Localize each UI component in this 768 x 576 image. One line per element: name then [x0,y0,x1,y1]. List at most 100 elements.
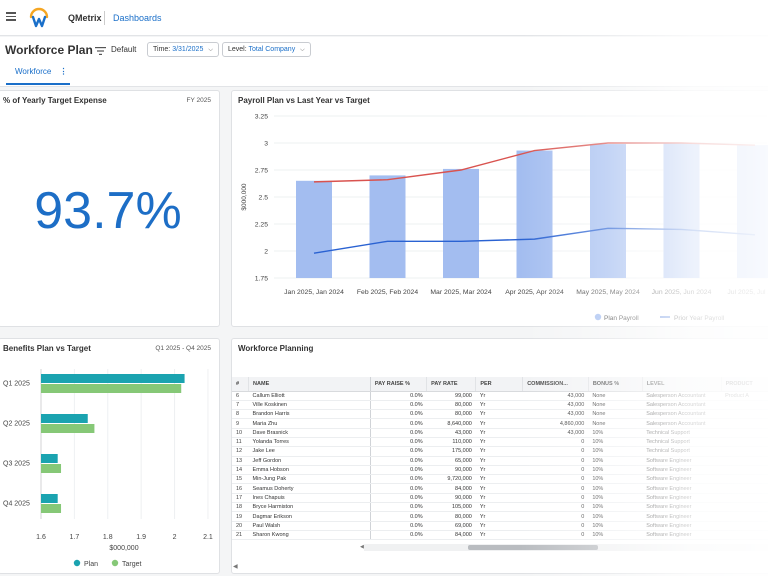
cell-pay-raise[interactable]: 0.0% [370,437,427,448]
cell-level[interactable]: Software Engineer [642,502,722,513]
cell-pay-rate[interactable]: 90,000 [426,465,476,476]
col-pay-raise-header[interactable]: PAY RAISE % [370,377,428,392]
cell-product[interactable] [721,502,768,513]
cell-bonus[interactable]: 10% [588,511,643,522]
cell-bonus[interactable]: None [588,409,643,420]
col-index-header[interactable]: # [232,377,250,392]
cell-pay-raise[interactable]: 0.0% [370,446,427,457]
cell-name[interactable]: Paul Walsh [248,521,371,531]
cell-per[interactable]: Yr [475,400,523,411]
cell-bonus[interactable]: 10% [588,521,643,531]
cell-index[interactable]: 16 [232,483,249,494]
menu-icon[interactable] [6,12,16,21]
cell-name[interactable]: Ville Koskinen [248,400,371,411]
cell-index[interactable]: 8 [232,409,249,420]
time-filter[interactable]: Time: 3/31/2025 ⌵ [147,42,219,57]
cell-product[interactable] [721,456,768,466]
table-row[interactable]: 20 Paul Walsh 0.0% 69,000 Yr 0 10% Software Eng… [232,521,768,531]
cell-level[interactable]: Salesperson Accountant [642,418,722,429]
cell-pay-raise[interactable]: 0.0% [370,502,427,513]
table-row[interactable]: 21 Sharon Kwong 0.0% 84,000 Yr 0 10% Software E… [232,530,768,541]
col-bonus-header[interactable]: BONUS % [588,377,643,392]
table-row[interactable]: 15 Min-Jung Pak 0.0% 9,720,000 Yr 0 10% Softwar… [232,474,768,485]
table-row[interactable]: 12 Jake Lee 0.0% 175,000 Yr 0 10% Technical Sup… [232,446,768,457]
cell-commission[interactable]: 0 [522,446,589,457]
cell-product[interactable] [721,474,768,485]
cell-per[interactable]: Yr [475,474,523,485]
table-row[interactable]: 16 Seamus Doherty 0.0% 84,000 Yr 0 10% Software… [232,483,768,494]
cell-commission[interactable]: 0 [522,483,589,494]
cell-commission[interactable]: 43,000 [522,428,589,439]
cell-index[interactable]: 6 [232,391,249,401]
cell-level[interactable]: Salesperson Accountant [642,400,722,411]
cell-bonus[interactable]: 10% [588,446,643,457]
table-row[interactable]: 18 Bryce Harmiston 0.0% 105,000 Yr 0 10% Softwa… [232,502,768,513]
cell-product[interactable] [721,465,768,476]
cell-product[interactable] [721,437,768,448]
cell-commission[interactable]: 0 [522,502,589,513]
cell-per[interactable]: Yr [475,437,523,448]
cell-commission[interactable]: 0 [522,521,589,531]
cell-pay-rate[interactable]: 84,000 [426,483,476,494]
table-row[interactable]: 19 Dagmar Erikson 0.0% 80,000 Yr 0 10% Software… [232,511,768,522]
cell-per[interactable]: Yr [475,446,523,457]
cell-index[interactable]: 18 [232,502,249,513]
cell-pay-rate[interactable]: 84,000 [426,530,476,541]
cell-bonus[interactable]: 10% [588,465,643,476]
cell-pay-rate[interactable]: 80,000 [426,409,476,420]
col-pay-rate-header[interactable]: PAY RATE [426,377,477,392]
cell-bonus[interactable]: 10% [588,428,643,439]
cell-index[interactable]: 10 [232,428,249,439]
cell-pay-rate[interactable]: 105,000 [426,502,476,513]
col-name-header[interactable]: NAME [248,377,371,392]
cell-product[interactable] [721,400,768,411]
dashboards-link[interactable]: Dashboards [113,13,162,23]
cell-level[interactable]: Software Engineer [642,511,722,522]
cell-index[interactable]: 9 [232,418,249,429]
cell-level[interactable]: Software Engineer [642,483,722,494]
filter-lines-icon[interactable] [95,46,106,56]
cell-pay-rate[interactable]: 8,640,000 [426,418,476,429]
cell-per[interactable]: Yr [475,465,523,476]
cell-name[interactable]: Jeff Gordon [248,456,371,466]
cell-product[interactable] [721,418,768,429]
cell-name[interactable]: Jake Lee [248,446,371,457]
horizontal-scrollbar[interactable] [364,544,768,551]
cell-level[interactable]: Software Engineer [642,474,722,485]
cell-index[interactable]: 15 [232,474,249,485]
cell-commission[interactable]: 0 [522,530,589,541]
cell-pay-raise[interactable]: 0.0% [370,483,427,494]
cell-product[interactable] [721,511,768,522]
cell-commission[interactable]: 43,000 [522,400,589,411]
cell-name[interactable]: Brandon Harris [248,409,371,420]
table-row[interactable]: 9 Maria Zhu 0.0% 8,640,000 Yr 4,860,000 None Sa… [232,418,768,429]
cell-pay-rate[interactable]: 80,000 [426,511,476,522]
col-level-header[interactable]: LEVEL [642,377,722,392]
cell-commission[interactable]: 4,860,000 [522,418,589,429]
cell-level[interactable]: Software Engineer [642,521,722,531]
cell-name[interactable]: Dave Brasnick [248,428,371,439]
cell-pay-raise[interactable]: 0.0% [370,456,427,466]
cell-bonus[interactable]: None [588,400,643,411]
cell-pay-raise[interactable]: 0.0% [370,521,427,531]
cell-name[interactable]: Dagmar Erikson [248,511,371,522]
cell-level[interactable]: Software Engineer [642,456,722,466]
cell-product[interactable] [721,530,768,541]
cell-bonus[interactable]: 10% [588,456,643,466]
cell-per[interactable]: Yr [475,391,523,401]
cell-pay-rate[interactable]: 43,000 [426,428,476,439]
cell-index[interactable]: 14 [232,465,249,476]
cell-product[interactable]: Product A [721,391,768,401]
cell-bonus[interactable]: 10% [588,437,643,448]
cell-per[interactable]: Yr [475,483,523,494]
table-row[interactable]: 11 Yolanda Torres 0.0% 110,000 Yr 0 10% Technic… [232,437,768,448]
cell-per[interactable]: Yr [475,521,523,531]
scrollbar-thumb[interactable] [468,545,598,550]
cell-name[interactable]: Seamus Doherty [248,483,371,494]
cell-commission[interactable]: 0 [522,437,589,448]
cell-pay-raise[interactable]: 0.0% [370,409,427,420]
more-vertical-icon[interactable]: ⋮ [59,67,68,76]
cell-level[interactable]: Salesperson Accountant [642,409,722,420]
cell-index[interactable]: 12 [232,446,249,457]
cell-product[interactable] [721,521,768,531]
